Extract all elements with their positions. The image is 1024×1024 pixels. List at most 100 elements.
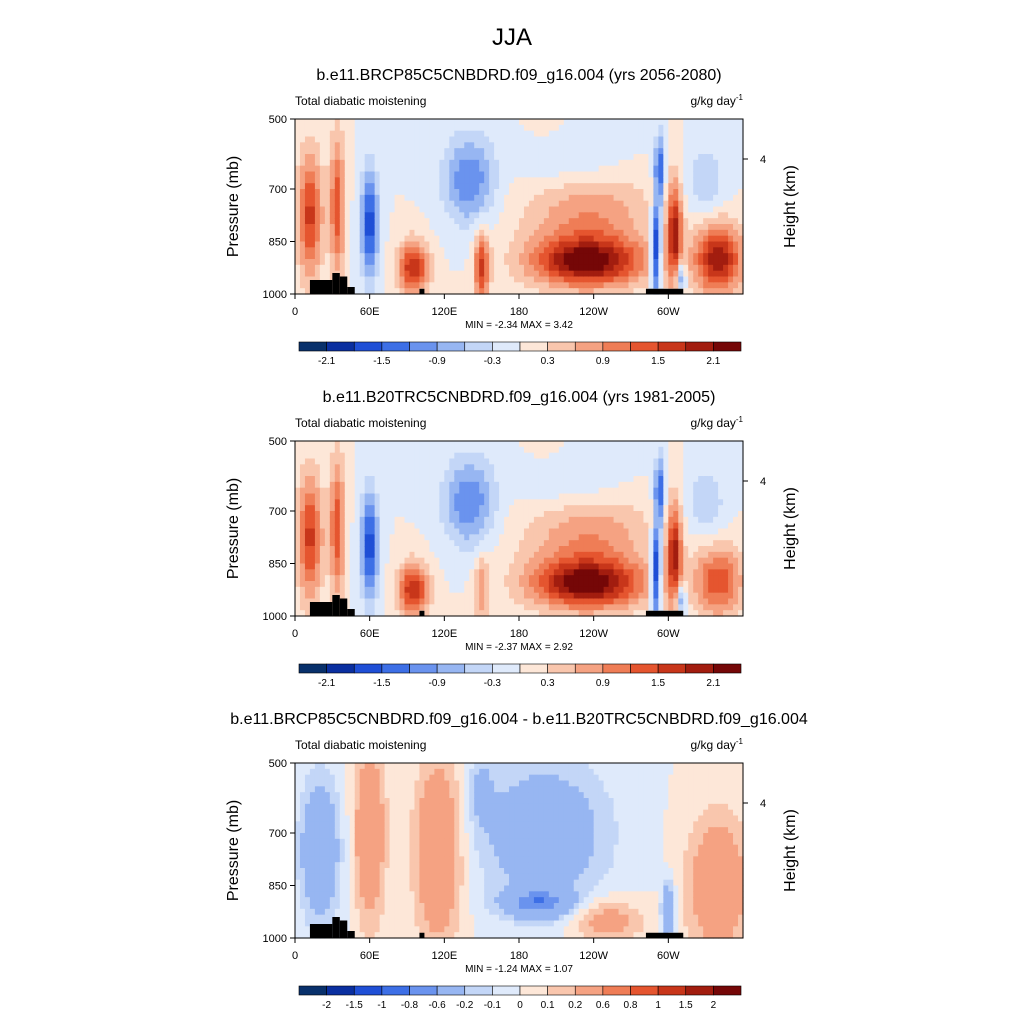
colorbar: -2.1 -1.5 -0.9 -0.3 0.3 0.9 1.5 2.1: [298, 341, 742, 367]
field-cell: [628, 487, 635, 495]
field-cell: [588, 586, 595, 594]
field-cell: [295, 264, 301, 272]
field-cell: [733, 235, 739, 243]
field-cell: [608, 259, 615, 266]
field-cell: [628, 206, 635, 213]
field-cell: [703, 194, 709, 202]
field-cell: [628, 119, 635, 126]
field-cell: [499, 206, 505, 213]
field-cell: [538, 189, 545, 196]
field-cell: [578, 183, 585, 190]
field-cell: [499, 276, 505, 283]
field-cell: [414, 200, 421, 208]
field-cell: [598, 218, 605, 225]
field-cell: [623, 516, 630, 524]
field-cell: [648, 130, 654, 138]
field-cell: [628, 224, 635, 231]
field-cell: [419, 130, 426, 138]
field-cell: [558, 476, 565, 483]
field-cell: [653, 189, 659, 196]
field-cell: [369, 194, 376, 202]
field-cell: [449, 487, 455, 495]
field-cell: [324, 218, 331, 225]
field-cell: [324, 130, 331, 138]
field-cell: [603, 183, 610, 190]
field-cell: [424, 505, 430, 512]
field-cell: [409, 288, 416, 295]
field-cell: [304, 171, 311, 178]
field-cell: [334, 194, 341, 202]
field-cell: [344, 575, 351, 582]
field-cell: [354, 235, 361, 243]
field-cell: [593, 598, 600, 605]
field-cell: [399, 276, 406, 283]
field-cell: [484, 452, 490, 460]
field-cell: [454, 470, 460, 477]
field-cell: [533, 586, 540, 594]
field-cell: [633, 458, 640, 465]
field-cell: [469, 194, 475, 202]
field-cell: [304, 551, 311, 559]
field-cell: [678, 218, 684, 225]
field-cell: [553, 276, 560, 283]
field-cell: [449, 171, 455, 178]
field-cell: [354, 569, 361, 576]
field-cell: [324, 270, 331, 278]
field-cell: [543, 288, 550, 295]
field-cell: [618, 247, 625, 254]
field-cell: [538, 540, 545, 547]
field-cell: [384, 200, 391, 208]
colorbar-label: -0.3: [484, 356, 502, 367]
field-cell: [369, 557, 376, 565]
field-cell: [449, 183, 455, 190]
field-cell: [489, 452, 495, 460]
field-cell: [349, 505, 356, 512]
field-cell: [319, 569, 326, 576]
field-cell: [558, 557, 565, 565]
field-cell: [389, 224, 396, 231]
field-cell: [653, 581, 659, 588]
field-cell: [444, 247, 450, 254]
field-cell: [738, 124, 744, 132]
field-cell: [653, 235, 659, 243]
field-cell: [369, 481, 376, 489]
field-cell: [479, 224, 485, 231]
field-cell: [319, 493, 326, 500]
field-cell: [528, 119, 535, 126]
field-cell: [444, 148, 450, 155]
field-cell: [504, 130, 510, 138]
field-cell: [618, 171, 625, 178]
field-cell: [504, 551, 510, 559]
field-cell: [543, 194, 550, 202]
field-cell: [638, 511, 645, 518]
field-cell: [623, 264, 630, 272]
colorbar-label: 0.3: [541, 356, 555, 367]
field-cell: [568, 441, 575, 448]
field-cell: [703, 177, 709, 184]
field-cell: [509, 159, 515, 167]
field-cell: [673, 224, 679, 231]
field-cell: [464, 470, 470, 477]
field-cell: [409, 575, 416, 582]
field-cell: [319, 446, 326, 454]
field-cell: [598, 148, 605, 155]
field-cell: [429, 183, 435, 190]
field-cell: [295, 446, 301, 454]
field-cell: [633, 476, 640, 483]
field-cell: [653, 212, 659, 219]
field-cell: [643, 119, 650, 126]
field-cell: [613, 452, 620, 460]
field-cell: [633, 212, 640, 219]
field-cell: [573, 218, 580, 225]
field-cell: [295, 119, 301, 126]
field-cell: [499, 516, 505, 524]
field-cell: [334, 441, 341, 448]
field-cell: [394, 189, 401, 196]
field-cell: [295, 505, 301, 512]
field-cell: [648, 241, 654, 248]
field-cell: [319, 235, 326, 243]
field-cell: [364, 493, 371, 500]
field-cell: [643, 575, 650, 582]
field-cell: [379, 540, 386, 547]
field-cell: [643, 253, 650, 260]
